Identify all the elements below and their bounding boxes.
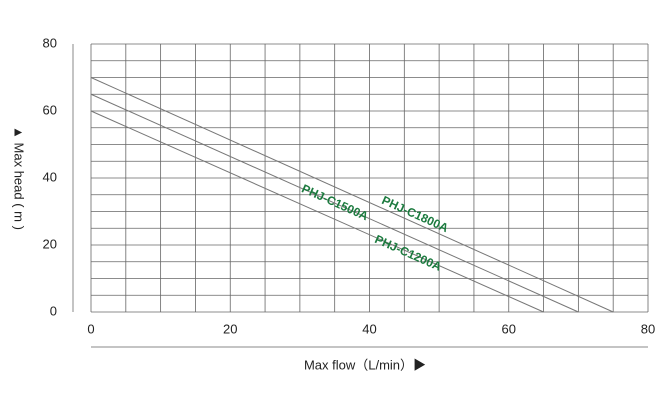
curve-label: PHJ-C1800A — [380, 193, 451, 235]
curve-label: PHJ-C1500A — [300, 181, 371, 223]
x-tick-label: 80 — [641, 321, 655, 336]
y-tick-label: 20 — [43, 236, 57, 251]
x-tick-label: 20 — [223, 321, 237, 336]
y-tick-label: 60 — [43, 102, 57, 117]
curve — [90, 93, 579, 313]
curve — [90, 77, 614, 313]
y-tick-label: 40 — [43, 169, 57, 184]
y-axis-label: ▲ Max head ( m ) — [12, 126, 27, 230]
x-tick-label: 0 — [87, 321, 94, 336]
x-tick-label: 60 — [502, 321, 516, 336]
x-axis-label: Max flow（L/min）▶ — [304, 357, 426, 372]
curve-label: PHJ-C1200A — [373, 232, 444, 274]
curve — [90, 110, 544, 313]
x-tick-label: 40 — [362, 321, 376, 336]
y-tick-label: 80 — [43, 35, 57, 50]
y-tick-label: 0 — [50, 303, 57, 318]
